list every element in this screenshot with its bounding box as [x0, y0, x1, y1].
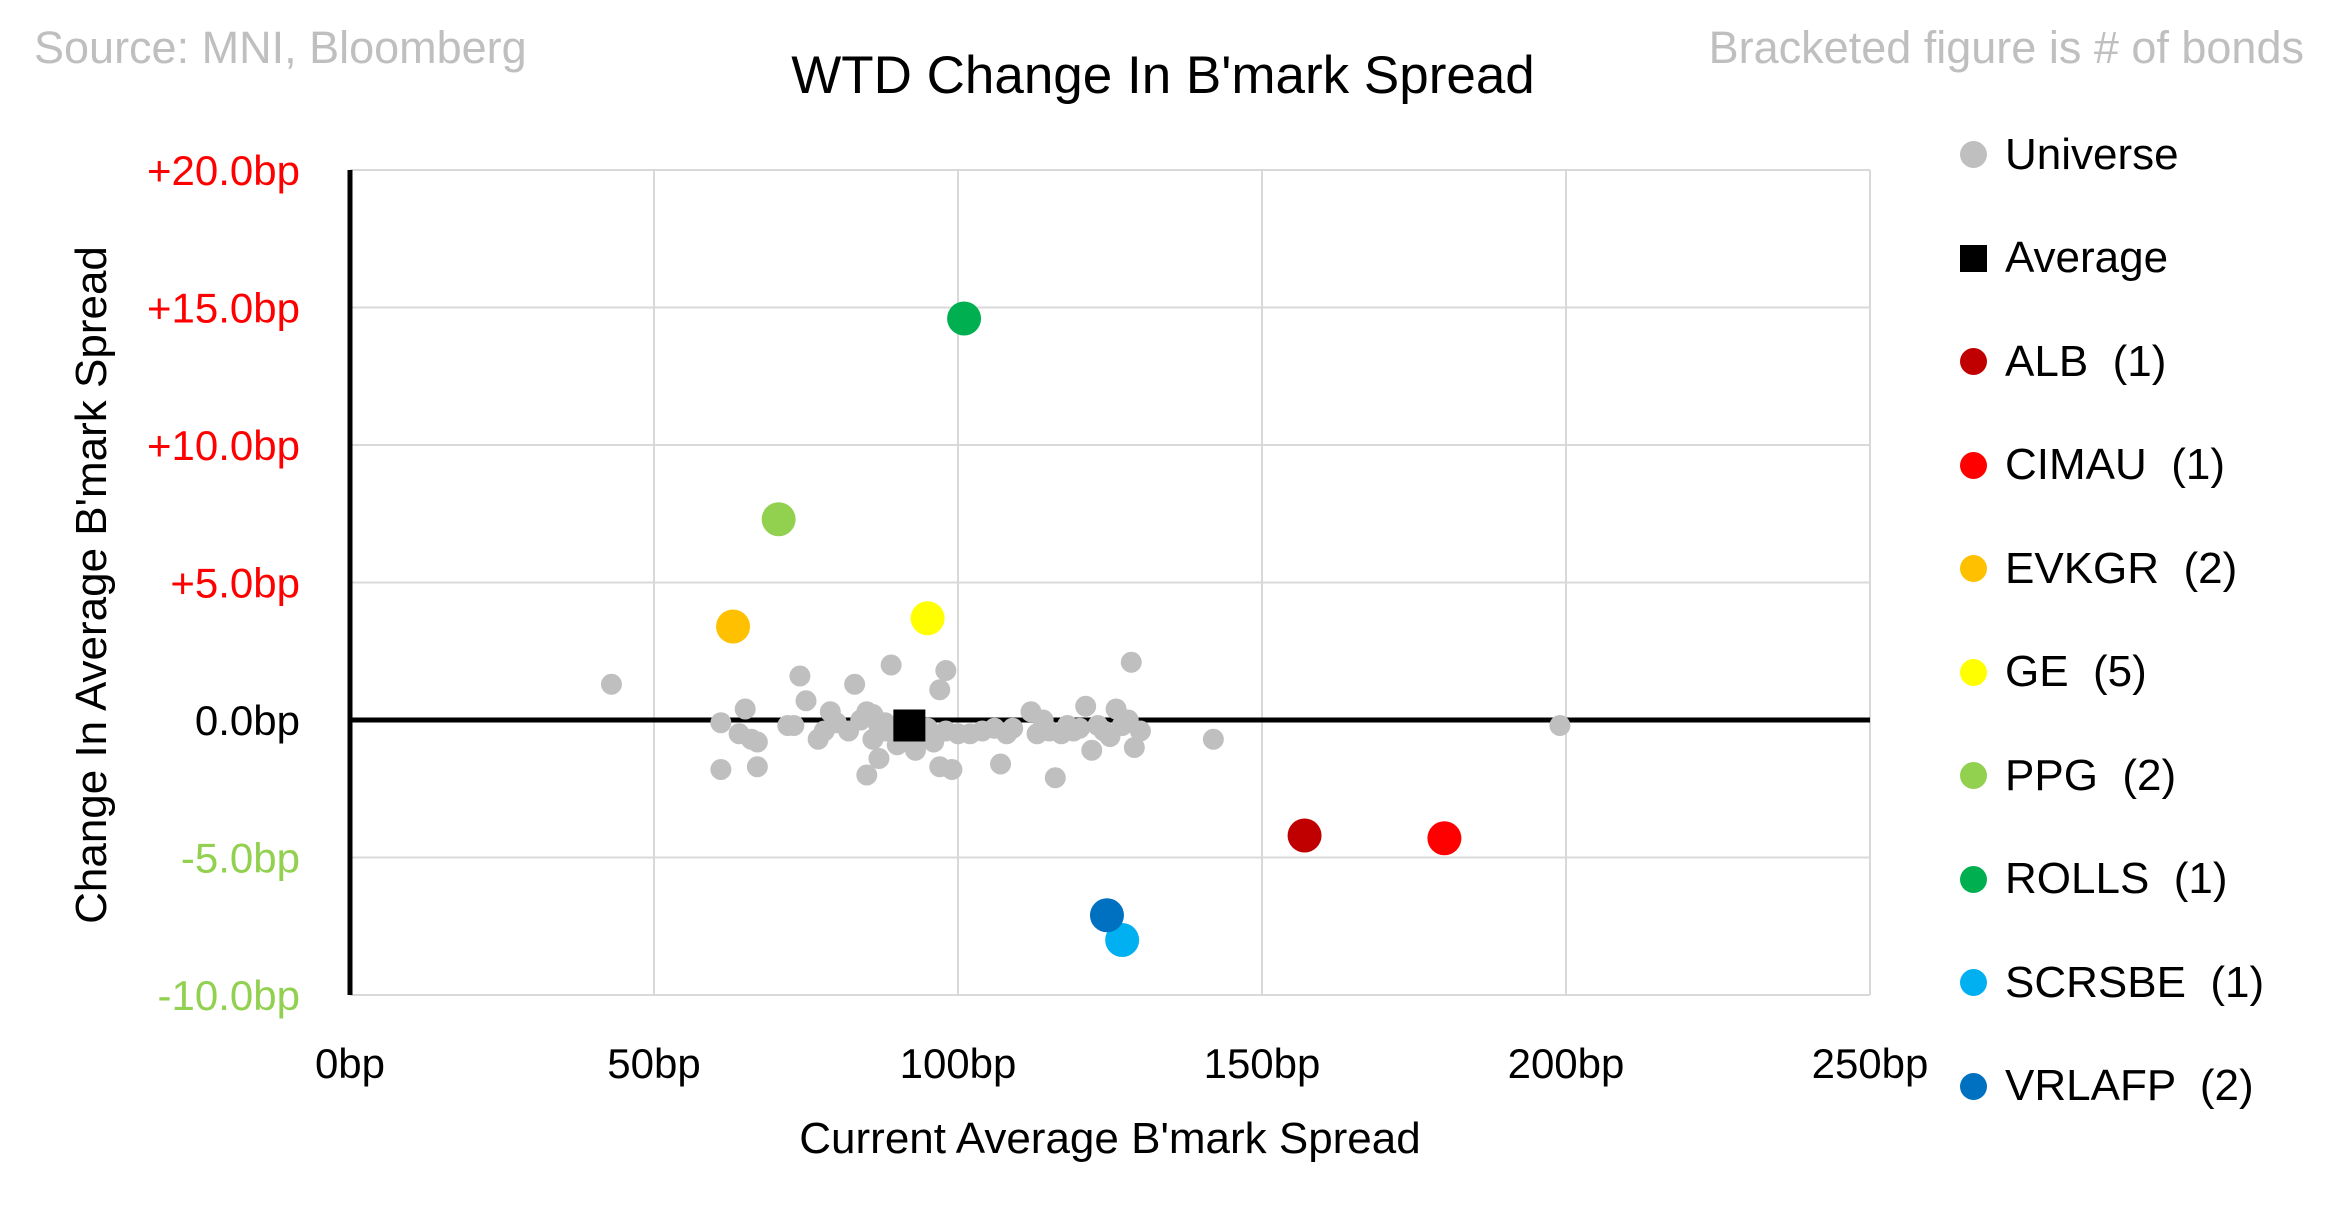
y-tick-label: -5.0bp	[181, 835, 300, 882]
legend-marker	[1960, 658, 1987, 686]
x-tick-labels: 0bp 50bp 100bp 150bp 200bp 250bp	[315, 1040, 1928, 1087]
legend-label: Average	[2005, 233, 2169, 283]
legend-marker	[1960, 1072, 1987, 1100]
y-tick-label: +5.0bp	[170, 560, 300, 607]
legend-item-ge: GE (5)	[1960, 621, 2264, 725]
x-tick-label: 200bp	[1508, 1040, 1625, 1087]
legend-item-average: Average	[1960, 207, 2264, 311]
point-universe	[929, 679, 951, 701]
point-universe	[1129, 720, 1151, 742]
point-scrsbe	[1105, 923, 1140, 957]
legend-item-evkgr: EVKGR (2)	[1960, 517, 2264, 621]
legend-marker	[1960, 244, 1987, 272]
x-axis-label: Current Average B'mark Spread	[799, 1114, 1420, 1163]
y-axis-label: Change In Average B'mark Spread	[67, 246, 116, 924]
point-universe	[710, 712, 732, 734]
point-universe	[904, 739, 926, 761]
point-universe	[844, 673, 866, 695]
y-tick-label: +15.0bp	[147, 285, 300, 332]
legend-label: EVKGR (2)	[2005, 543, 2238, 593]
bond-count-note: Bracketed figure is # of bonds	[1708, 22, 2304, 73]
source-note: Source: MNI, Bloomberg	[34, 22, 527, 73]
legend-marker	[1960, 865, 1987, 893]
y-tick-label: +20.0bp	[147, 147, 300, 194]
point-ppg	[761, 502, 796, 537]
gridlines	[350, 169, 1871, 996]
point-universe	[1123, 737, 1145, 758]
x-tick-label: 150bp	[1204, 1040, 1321, 1087]
legend-marker	[1960, 555, 1987, 583]
point-universe	[710, 759, 732, 780]
legend-item-ppg: PPG (2)	[1960, 724, 2264, 828]
point-universe	[874, 720, 896, 742]
y-tick-labels: +20.0bp +15.0bp +10.0bp +5.0bp 0.0bp -5.0bp -1…	[147, 147, 300, 1019]
point-universe	[1081, 739, 1103, 761]
y-tick-label: -10.0bp	[158, 972, 300, 1019]
legend-label: ROLLS (1)	[2005, 854, 2228, 904]
legend-item-vrlafp: VRLAFP (2)	[1960, 1035, 2264, 1139]
legend-label: CIMAU (1)	[2005, 440, 2225, 490]
point-universe	[746, 756, 768, 778]
legend-item-rolls: ROLLS (1)	[1960, 828, 2264, 932]
point-universe	[1202, 728, 1224, 750]
point-alb	[1287, 818, 1322, 853]
point-universe	[783, 715, 805, 736]
point-universe	[990, 753, 1012, 775]
point-universe	[1069, 717, 1091, 739]
y-tick-label: 0.0bp	[195, 697, 300, 744]
point-universe	[880, 654, 902, 676]
point-cimau	[1427, 821, 1462, 856]
legend-item-alb: ALB (1)	[1960, 310, 2264, 414]
point-universe	[795, 690, 817, 712]
legend: Universe Average ALB (1) CIMAU (1) EVKGR (2)…	[1960, 103, 2264, 1138]
point-universe	[856, 764, 878, 786]
point-evkgr	[716, 609, 751, 644]
point-universe	[935, 660, 957, 681]
legend-marker	[1960, 451, 1987, 479]
point-universe	[789, 665, 811, 687]
point-ge	[910, 601, 945, 636]
point-universe	[734, 698, 756, 720]
point-average	[893, 709, 926, 742]
legend-label: VRLAFP (2)	[2005, 1061, 2254, 1111]
legend-marker	[1960, 141, 1987, 169]
legend-item-scrsbe: SCRSBE (1)	[1960, 931, 2264, 1035]
legend-item-cimau: CIMAU (1)	[1960, 414, 2264, 518]
x-tick-label: 250bp	[1812, 1040, 1929, 1087]
x-tick-label: 0bp	[315, 1040, 385, 1087]
legend-item-universe: Universe	[1960, 103, 2264, 207]
point-universe	[1002, 717, 1024, 739]
legend-marker	[1960, 969, 1987, 997]
point-universe	[746, 731, 768, 753]
point-universe	[868, 748, 890, 769]
axes	[347, 170, 1870, 995]
point-universe	[1075, 695, 1097, 717]
point-rolls	[947, 301, 982, 336]
legend-label: PPG (2)	[2005, 750, 2177, 800]
legend-marker	[1960, 348, 1987, 376]
legend-label: Universe	[2005, 129, 2179, 179]
x-tick-label: 100bp	[900, 1040, 1017, 1087]
chart-title: WTD Change In B'mark Spread	[791, 46, 1535, 105]
legend-label: ALB (1)	[2005, 336, 2167, 386]
point-universe	[941, 759, 963, 780]
point-vrlafp	[1089, 898, 1124, 933]
point-universe	[600, 673, 622, 695]
x-tick-label: 50bp	[607, 1040, 700, 1087]
point-universe	[1044, 767, 1066, 789]
point-universe	[1549, 715, 1571, 736]
legend-label: SCRSBE (1)	[2005, 957, 2265, 1007]
legend-marker	[1960, 762, 1987, 790]
data-points	[600, 301, 1571, 957]
point-universe	[1120, 651, 1142, 673]
legend-label: GE (5)	[2005, 647, 2147, 697]
y-tick-label: +10.0bp	[147, 422, 300, 469]
